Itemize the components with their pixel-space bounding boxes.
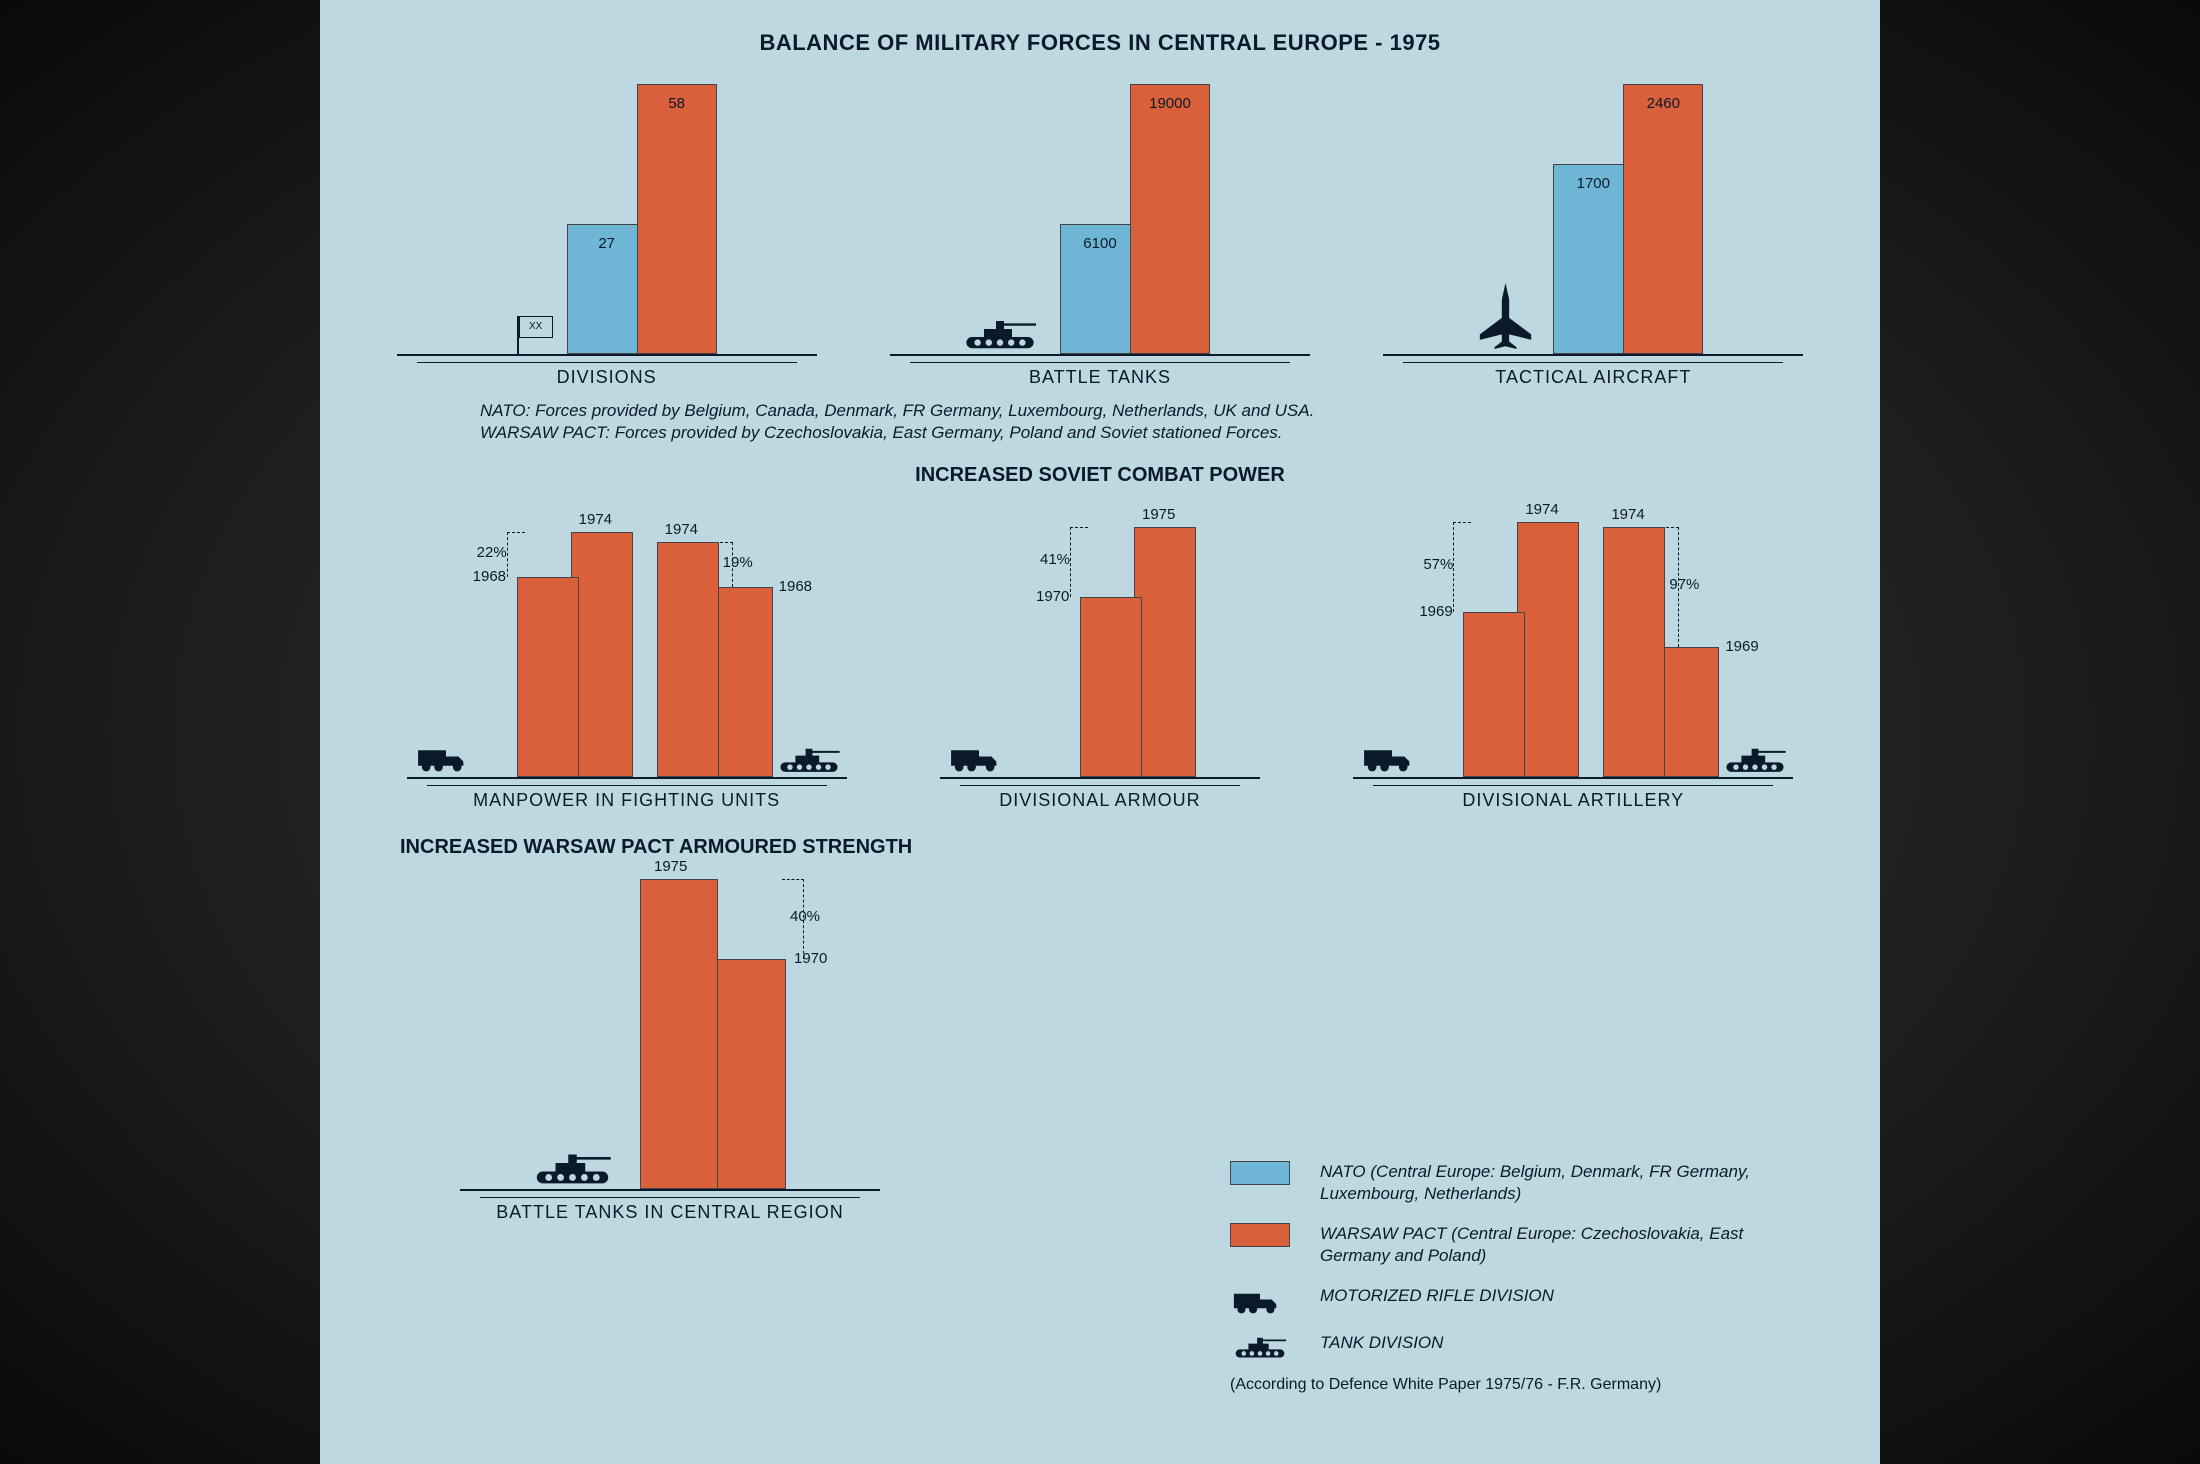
old-year: 1970 [1036, 588, 1069, 605]
new-year: 1975 [654, 858, 687, 875]
warsaw-value: 19000 [1130, 95, 1210, 112]
source-note: (According to Defence White Paper 1975/7… [1230, 1376, 1790, 1394]
warsaw-value: 58 [637, 95, 717, 112]
warsaw-bar [1623, 84, 1703, 354]
new-year: 1974 [1611, 506, 1644, 523]
warsaw-bar-old [711, 587, 773, 777]
chart-label: MANPOWER IN FIGHTING UNITS [427, 785, 827, 811]
chart-label-s3: BATTLE TANKS IN CENTRAL REGION [480, 1197, 860, 1223]
warsaw-bar-old [1080, 597, 1142, 777]
chart-battle-tanks: 6100 19000 BATTLE TANKS [890, 76, 1310, 388]
section2-title: INCREASED SOVIET COMBAT POWER [360, 464, 1840, 487]
warsaw-bar-new [1517, 522, 1579, 777]
section1-row: 27 58 XX DIVISIONS 6100 19000 BATTLE TANK… [360, 76, 1840, 388]
jet-icon [1478, 283, 1533, 354]
chart-divisional-armour: 1882661975197041%DIVISIONAL ARMOUR [940, 499, 1260, 811]
legend-row-warsaw: WARSAW PACT (Central Europe: Czechoslova… [1230, 1223, 1790, 1267]
warsaw-bar [637, 84, 717, 354]
tank-icon [775, 742, 843, 778]
legend-swatch-warsaw [1230, 1223, 1290, 1247]
tank-icon [1721, 742, 1789, 778]
warsaw-bar-old [517, 577, 579, 777]
main-title: BALANCE OF MILITARY FORCES IN CENTRAL EU… [360, 30, 1840, 56]
legend-text-tank: TANK DIVISION [1320, 1332, 1443, 1354]
bracket [507, 532, 525, 577]
section2-row: 11000140001974196822%9000110001974196819… [360, 499, 1840, 811]
section3-chart: 19000136501975197040% BATTLE TANKS IN CE… [460, 871, 880, 1223]
pct-increase: 57% [1423, 556, 1453, 573]
chart-label: DIVISIONAL ARMOUR [960, 785, 1240, 811]
legend-text-motorized: MOTORIZED RIFLE DIVISION [1320, 1285, 1554, 1307]
section3-title: INCREASED WARSAW PACT ARMOURED STRENGTH [400, 836, 1840, 859]
warsaw-bar-new [1603, 527, 1665, 777]
truck-icon [1361, 741, 1423, 777]
new-year: 1974 [1525, 501, 1558, 518]
chart-tactical-aircraft: 1700 2460 TACTICAL AIRCRAFT [1383, 76, 1803, 388]
infographic-page: BALANCE OF MILITARY FORCES IN CENTRAL EU… [320, 0, 1880, 1464]
chart-divisions: 27 58 XX DIVISIONS [397, 76, 817, 388]
truck-icon [1230, 1285, 1290, 1314]
nato-value: 6100 [1060, 235, 1140, 252]
chart-label: DIVISIONS [417, 362, 797, 388]
warsaw-bar-old [1463, 612, 1525, 777]
legend-row-motorized: MOTORIZED RIFLE DIVISION [1230, 1285, 1790, 1314]
warsaw-bar-old [708, 959, 786, 1189]
chart-manpower-in-fighting-units: 11000140001974196822%9000110001974196819… [407, 499, 847, 811]
caption-line1: NATO: Forces provided by Belgium, Canada… [480, 400, 1840, 422]
nato-value: 1700 [1553, 175, 1633, 192]
new-year: 1974 [579, 511, 612, 528]
tank-icon [1230, 1332, 1290, 1358]
warsaw-bar [1130, 84, 1210, 354]
old-year: 1968 [779, 578, 812, 595]
caption-line2: WARSAW PACT: Forces provided by Czechosl… [480, 422, 1840, 444]
old-year: 1969 [1725, 638, 1758, 655]
legend-text-nato: NATO (Central Europe: Belgium, Denmark, … [1320, 1161, 1790, 1205]
old-year: 1969 [1419, 603, 1452, 620]
flag-icon: XX [517, 316, 555, 354]
tank-icon [530, 1146, 615, 1189]
chart-divisional-artillery: 1051651974196957%36711974196997%DIVISION… [1353, 499, 1793, 811]
warsaw-bar-new [1134, 527, 1196, 777]
legend-row-tank: TANK DIVISION [1230, 1332, 1790, 1358]
warsaw-bar-new [657, 542, 719, 777]
chart-label: TACTICAL AIRCRAFT [1403, 362, 1783, 388]
warsaw-bar-new [640, 879, 718, 1189]
bracket [782, 879, 804, 959]
section1-caption: NATO: Forces provided by Belgium, Canada… [480, 400, 1840, 444]
legend-text-warsaw: WARSAW PACT (Central Europe: Czechoslova… [1320, 1223, 1790, 1267]
nato-value: 27 [567, 235, 647, 252]
legend-row-nato: NATO (Central Europe: Belgium, Denmark, … [1230, 1161, 1790, 1205]
warsaw-value: 2460 [1623, 95, 1703, 112]
chart-label: DIVISIONAL ARTILLERY [1373, 785, 1773, 811]
truck-icon [415, 741, 477, 777]
new-year: 1975 [1142, 506, 1175, 523]
tank-icon [960, 313, 1040, 354]
truck-icon [948, 741, 1010, 777]
pct-increase: 41% [1040, 551, 1070, 568]
legend-swatch-nato [1230, 1161, 1290, 1185]
bracket [1070, 527, 1088, 597]
legend: NATO (Central Europe: Belgium, Denmark, … [1230, 1161, 1790, 1394]
warsaw-bar-old [1657, 647, 1719, 777]
bracket [1453, 522, 1471, 612]
pct-increase: 22% [477, 544, 507, 561]
warsaw-bar-new [571, 532, 633, 777]
chart-label: BATTLE TANKS [910, 362, 1290, 388]
old-year: 1968 [473, 568, 506, 585]
new-year: 1974 [665, 521, 698, 538]
nato-bar [1553, 164, 1633, 354]
